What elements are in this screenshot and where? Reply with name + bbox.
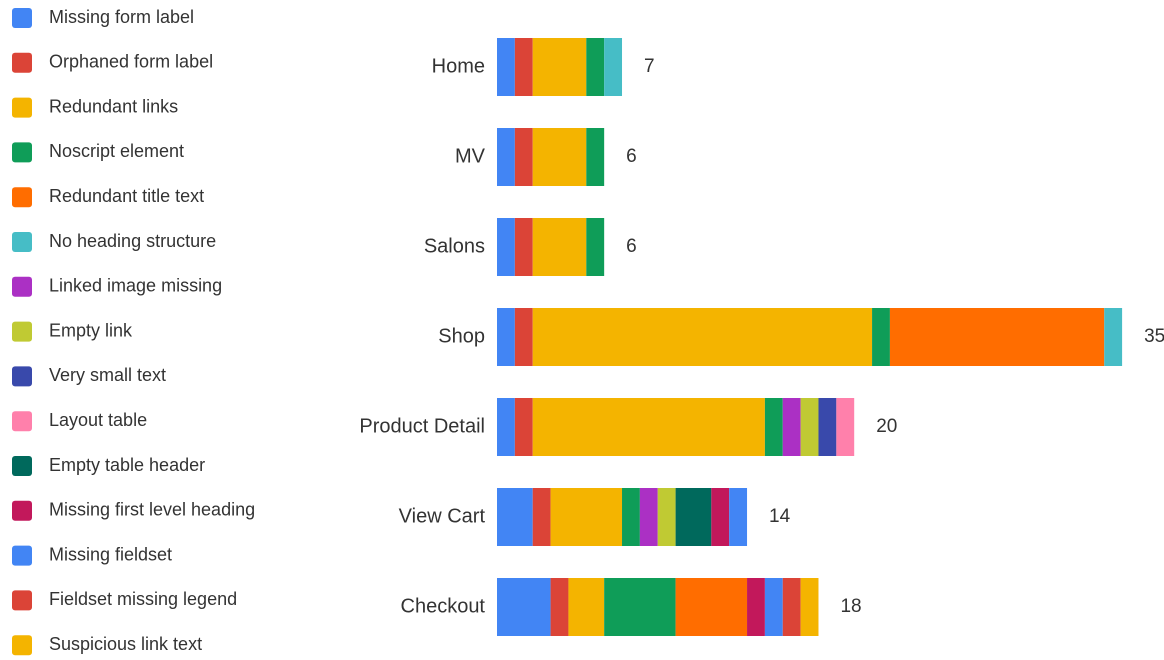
legend-swatch	[12, 8, 32, 28]
category-label: View Cart	[399, 505, 486, 527]
bar-segment	[532, 38, 587, 96]
bar-segment	[622, 488, 640, 546]
legend-swatch	[12, 276, 32, 297]
legend-swatch	[12, 545, 32, 566]
bar-segment	[675, 488, 712, 546]
total-label: 20	[876, 416, 897, 437]
bar-segment	[550, 488, 623, 546]
bar-segment	[497, 488, 533, 546]
legend-label: Missing fieldset	[49, 544, 172, 564]
bar-segment	[532, 398, 765, 456]
total-label: 6	[626, 236, 637, 257]
bar-segment	[514, 308, 533, 366]
category-label: MV	[455, 145, 486, 167]
bar-segment	[675, 578, 748, 636]
bar-segment	[568, 578, 605, 636]
bar-segment	[764, 578, 783, 636]
bar-segment	[497, 218, 515, 276]
total-label: 6	[626, 146, 637, 167]
bar-segment	[514, 398, 533, 456]
bar-segment	[800, 398, 819, 456]
total-label: 7	[644, 56, 655, 77]
bar-segment	[514, 38, 533, 96]
bar-segment	[532, 128, 587, 186]
bar-segment	[747, 578, 765, 636]
category-label: Salons	[424, 235, 485, 257]
legend-label: Very small text	[49, 365, 166, 385]
legend-swatch	[12, 500, 32, 521]
legend-swatch	[12, 142, 32, 163]
legend-label: Missing form label	[49, 7, 194, 27]
bar-segment	[639, 488, 658, 546]
bar-segment	[532, 308, 873, 366]
bar-segment	[729, 488, 748, 546]
legend-swatch	[12, 97, 32, 118]
bar-segment	[586, 218, 605, 276]
bar-segment	[711, 488, 730, 546]
bar-segment	[497, 398, 515, 456]
bar-segment	[497, 38, 515, 96]
legend-swatch	[12, 456, 32, 476]
legend-label: No heading structure	[49, 231, 216, 251]
bar-segment	[586, 38, 605, 96]
legend-swatch	[12, 590, 32, 611]
legend-label: Fieldset missing legend	[49, 589, 237, 609]
total-label: 14	[769, 506, 791, 527]
legend-swatch	[12, 411, 32, 432]
category-label: Product Detail	[359, 415, 485, 437]
legend-swatch	[12, 635, 32, 656]
bar-segment	[497, 578, 551, 636]
bar-segment	[800, 578, 819, 636]
legend-label: Suspicious link text	[49, 634, 202, 654]
legend-label: Redundant title text	[49, 186, 204, 206]
category-label: Checkout	[401, 595, 486, 617]
bar-segment	[872, 308, 890, 366]
legend-label: Empty table header	[49, 455, 205, 475]
bar-segment	[889, 308, 1105, 366]
bar-segment	[836, 398, 855, 456]
bar-segment	[604, 38, 623, 96]
bar-segment	[657, 488, 676, 546]
legend-label: Linked image missing	[49, 276, 222, 296]
legend-label: Redundant links	[49, 96, 178, 116]
bar-segment	[604, 578, 676, 636]
bar-segment	[818, 398, 837, 456]
bar-segment	[1104, 308, 1123, 366]
category-label: Shop	[438, 325, 485, 347]
bar-segment	[782, 578, 801, 636]
bar-segment	[514, 128, 533, 186]
legend-label: Noscript element	[49, 141, 184, 161]
bar-segment	[764, 398, 783, 456]
category-label: Home	[432, 55, 485, 77]
bar-segment	[782, 398, 801, 456]
legend-label: Empty link	[49, 320, 133, 340]
legend-swatch	[12, 366, 32, 387]
legend-swatch	[12, 321, 32, 342]
legend-label: Orphaned form label	[49, 52, 213, 72]
legend-swatch	[12, 187, 32, 208]
bar-segment	[550, 578, 569, 636]
bar-segment	[532, 488, 551, 546]
legend-swatch	[12, 232, 32, 252]
total-label: 18	[840, 596, 861, 617]
bar-segment	[497, 308, 515, 366]
legend-swatch	[12, 52, 32, 73]
bar-segment	[586, 128, 605, 186]
bar-segment	[514, 218, 533, 276]
bar-segment	[532, 218, 587, 276]
total-label: 35	[1144, 326, 1164, 347]
legend-label: Layout table	[49, 410, 147, 430]
bar-segment	[497, 128, 515, 186]
legend-label: Missing first level heading	[49, 500, 255, 520]
